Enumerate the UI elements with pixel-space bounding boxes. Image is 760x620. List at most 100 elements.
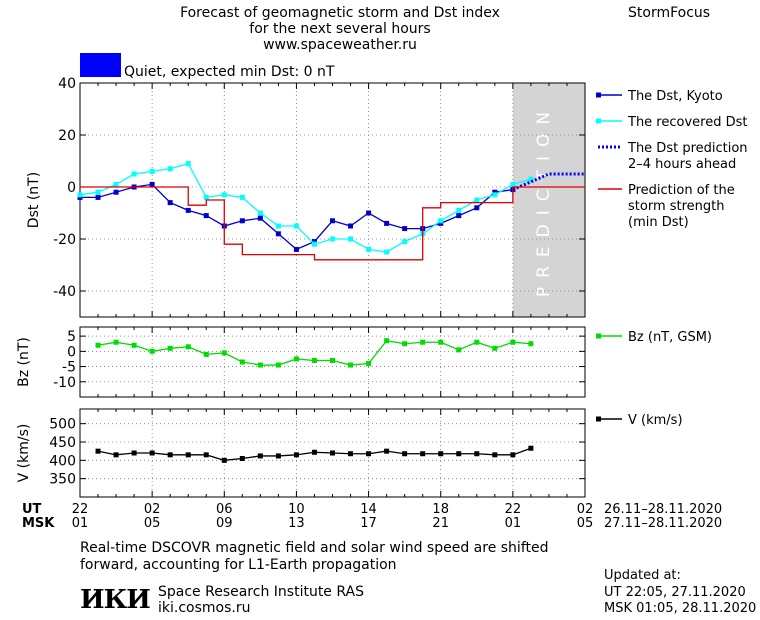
data-point xyxy=(492,189,498,195)
msk-date-range: 27.11–28.11.2020 xyxy=(604,516,723,531)
data-point xyxy=(456,451,462,457)
updated-msk: MSK 01:05, 28.11.2020 xyxy=(604,601,757,616)
data-point xyxy=(95,189,101,195)
legend-marker xyxy=(596,333,601,339)
data-point xyxy=(77,194,83,200)
data-point xyxy=(221,192,227,198)
data-point xyxy=(348,451,354,457)
data-point xyxy=(492,452,498,458)
y-tick-label: -40 xyxy=(53,284,76,300)
data-point xyxy=(528,176,534,182)
data-point xyxy=(185,344,191,350)
msk-tick-label: 01 xyxy=(71,516,89,531)
updated-ut: UT 22:05, 27.11.2020 xyxy=(604,585,746,600)
y-tick-label: 450 xyxy=(49,435,76,451)
ut-date-range: 26.11–28.11.2020 xyxy=(604,502,723,517)
data-point xyxy=(366,451,372,457)
data-point xyxy=(95,194,101,200)
data-point xyxy=(185,452,191,458)
ut-tick-label: 22 xyxy=(504,502,522,517)
updated-label: Updated at: xyxy=(604,568,681,583)
brand-name: StormFocus xyxy=(628,5,711,21)
msk-axis-label: MSK xyxy=(22,516,55,531)
y-tick-label: 20 xyxy=(58,128,76,144)
msk-tick-label: 05 xyxy=(143,516,161,531)
data-point xyxy=(384,220,390,226)
y-tick-label: 0 xyxy=(67,344,76,360)
data-point xyxy=(348,362,354,368)
data-point xyxy=(167,452,173,458)
data-point xyxy=(77,192,83,198)
legend-label: The Dst prediction xyxy=(627,141,748,156)
legend-label: The recovered Dst xyxy=(627,115,747,130)
data-point xyxy=(474,205,480,211)
data-point xyxy=(492,345,498,351)
data-point xyxy=(167,166,173,172)
footer-note-line-1: Real-time DSCOVR magnetic field and sola… xyxy=(80,540,549,556)
ut-tick-label: 06 xyxy=(216,502,233,517)
data-point xyxy=(366,361,372,367)
data-point xyxy=(528,445,534,451)
prediction-region xyxy=(512,83,585,317)
legend-label: storm strength xyxy=(628,199,725,214)
data-point xyxy=(438,339,444,345)
data-point xyxy=(402,239,408,245)
data-point xyxy=(257,453,263,459)
ut-tick-label: 18 xyxy=(432,502,449,517)
data-point xyxy=(402,226,408,232)
data-point xyxy=(221,457,227,463)
data-point xyxy=(438,220,444,226)
y-axis-label: Bz (nT) xyxy=(16,337,32,387)
y-tick-label: 500 xyxy=(49,417,76,433)
data-point xyxy=(420,339,426,345)
y-tick-label: -10 xyxy=(53,375,76,391)
data-point xyxy=(203,213,209,219)
data-point xyxy=(113,181,119,187)
data-point xyxy=(330,218,335,224)
data-point xyxy=(239,456,245,461)
data-point xyxy=(239,218,245,224)
series-line xyxy=(512,172,585,191)
data-point xyxy=(456,213,462,219)
data-point xyxy=(239,194,245,200)
data-point xyxy=(456,207,462,213)
data-point xyxy=(275,453,281,459)
ut-axis-label: UT xyxy=(22,502,42,517)
data-point xyxy=(113,339,119,345)
data-point xyxy=(203,194,209,200)
legend-label: Bz (nT, GSM) xyxy=(628,330,712,345)
data-point xyxy=(149,168,155,174)
data-point xyxy=(474,197,480,203)
y-tick-label: 350 xyxy=(49,472,76,488)
data-point xyxy=(438,218,444,224)
data-point xyxy=(257,362,263,368)
data-point xyxy=(131,171,137,177)
status-text: Quiet, expected min Dst: 0 nT xyxy=(124,64,335,80)
data-point xyxy=(203,351,209,357)
series-line xyxy=(79,162,532,253)
institute-url[interactable]: iki.cosmos.ru xyxy=(158,600,251,616)
data-point xyxy=(510,452,516,458)
data-point xyxy=(149,348,155,354)
data-point xyxy=(275,223,281,229)
y-tick-label: 40 xyxy=(58,76,76,92)
msk-tick-label: 05 xyxy=(576,516,594,531)
data-point xyxy=(348,223,354,229)
ut-tick-label: 14 xyxy=(360,502,377,517)
data-point xyxy=(384,448,390,454)
data-point xyxy=(293,356,299,362)
data-point xyxy=(456,347,462,353)
data-point xyxy=(293,223,299,229)
msk-tick-label: 13 xyxy=(288,516,305,531)
data-point xyxy=(474,451,480,457)
data-point xyxy=(113,452,119,458)
ut-tick-label: 22 xyxy=(71,502,89,517)
data-point xyxy=(257,215,263,221)
data-point xyxy=(348,236,354,242)
data-point xyxy=(311,241,317,247)
data-point xyxy=(95,448,101,454)
data-point xyxy=(420,451,426,457)
legend-label: (min Dst) xyxy=(628,215,689,230)
legend-marker xyxy=(596,416,601,422)
